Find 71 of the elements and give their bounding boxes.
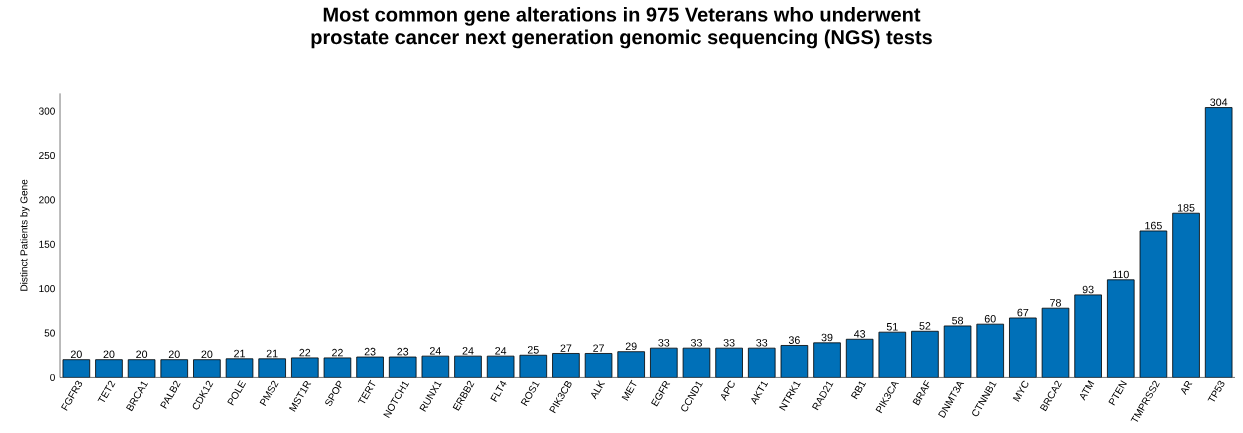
data-label: 23 <box>397 347 409 356</box>
data-label: 51 <box>886 322 898 331</box>
y-tick-label: 0 <box>50 373 55 381</box>
bar <box>1009 317 1037 378</box>
data-label: 25 <box>527 345 539 354</box>
bar <box>976 323 1004 378</box>
data-label: 20 <box>103 350 115 358</box>
y-tick-label: 300 <box>38 107 55 115</box>
bar <box>943 325 972 378</box>
data-label: 20 <box>168 350 180 358</box>
data-label: 165 <box>1145 221 1162 230</box>
data-label: 33 <box>756 338 768 347</box>
bar <box>193 359 221 378</box>
bar <box>911 330 939 378</box>
data-label: 58 <box>952 316 964 325</box>
data-label: 27 <box>593 344 604 352</box>
data-label: 21 <box>234 349 245 357</box>
data-label: 67 <box>1017 308 1029 317</box>
bar <box>1106 279 1135 378</box>
data-label: 93 <box>1082 285 1094 294</box>
bar <box>650 347 678 378</box>
bar <box>225 358 254 378</box>
bar <box>584 352 613 378</box>
bar <box>878 331 907 378</box>
data-label: 33 <box>658 338 670 347</box>
data-label: 78 <box>1050 298 1061 307</box>
y-tick-label: 250 <box>39 151 55 159</box>
data-label: 304 <box>1210 98 1228 106</box>
data-label: 52 <box>919 321 931 330</box>
data-label: 21 <box>266 349 278 357</box>
y-tick-label: 100 <box>39 284 55 292</box>
x-tick-label: AR <box>1181 380 1193 395</box>
data-label: 22 <box>299 348 311 357</box>
chart-title: Most common gene alterations in 975 Veterans who underwent prostate cancer next generation genomic sequencing (NGS) tests <box>311 6 932 49</box>
data-label: 39 <box>821 333 833 341</box>
data-label: 20 <box>70 350 82 358</box>
y-tick-label: 50 <box>44 329 55 337</box>
bar <box>552 352 580 378</box>
data-label: 36 <box>788 336 800 344</box>
bar <box>780 344 809 378</box>
bar <box>1172 212 1200 378</box>
data-label: 23 <box>364 347 376 356</box>
bar <box>715 347 743 378</box>
data-label: 33 <box>690 338 702 347</box>
y-tick-label: 200 <box>39 196 55 204</box>
data-label: 27 <box>560 344 572 352</box>
data-label: 24 <box>462 346 474 355</box>
y-tick-label: 150 <box>39 240 55 248</box>
bar <box>1204 106 1233 378</box>
bar <box>258 358 286 378</box>
bar <box>813 342 841 378</box>
bar <box>454 355 482 378</box>
bar <box>617 351 645 378</box>
bar <box>1041 307 1070 378</box>
bar <box>1139 230 1168 378</box>
y-axis-title: Distinct Patients by Gene <box>20 179 30 291</box>
data-label: 43 <box>853 329 866 338</box>
data-label: 20 <box>136 350 148 358</box>
bar <box>845 338 874 378</box>
data-label: 24 <box>429 346 441 355</box>
data-label: 20 <box>201 350 213 358</box>
data-label: 24 <box>495 346 507 355</box>
data-label: 60 <box>984 314 996 323</box>
data-label: 29 <box>625 342 637 350</box>
data-label: 110 <box>1113 270 1129 278</box>
data-label: 22 <box>332 348 343 357</box>
bar <box>1074 294 1102 378</box>
data-label: 33 <box>723 338 735 347</box>
bar <box>356 356 384 378</box>
data-label: 185 <box>1177 203 1195 212</box>
bar <box>95 359 123 378</box>
